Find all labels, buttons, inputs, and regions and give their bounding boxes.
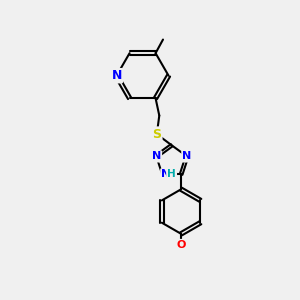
Text: N: N — [182, 152, 192, 161]
Text: N: N — [152, 152, 161, 161]
Text: N: N — [111, 69, 122, 82]
Text: S: S — [152, 128, 161, 141]
Text: O: O — [176, 240, 186, 250]
Text: N: N — [161, 169, 170, 179]
Text: H: H — [167, 169, 176, 179]
